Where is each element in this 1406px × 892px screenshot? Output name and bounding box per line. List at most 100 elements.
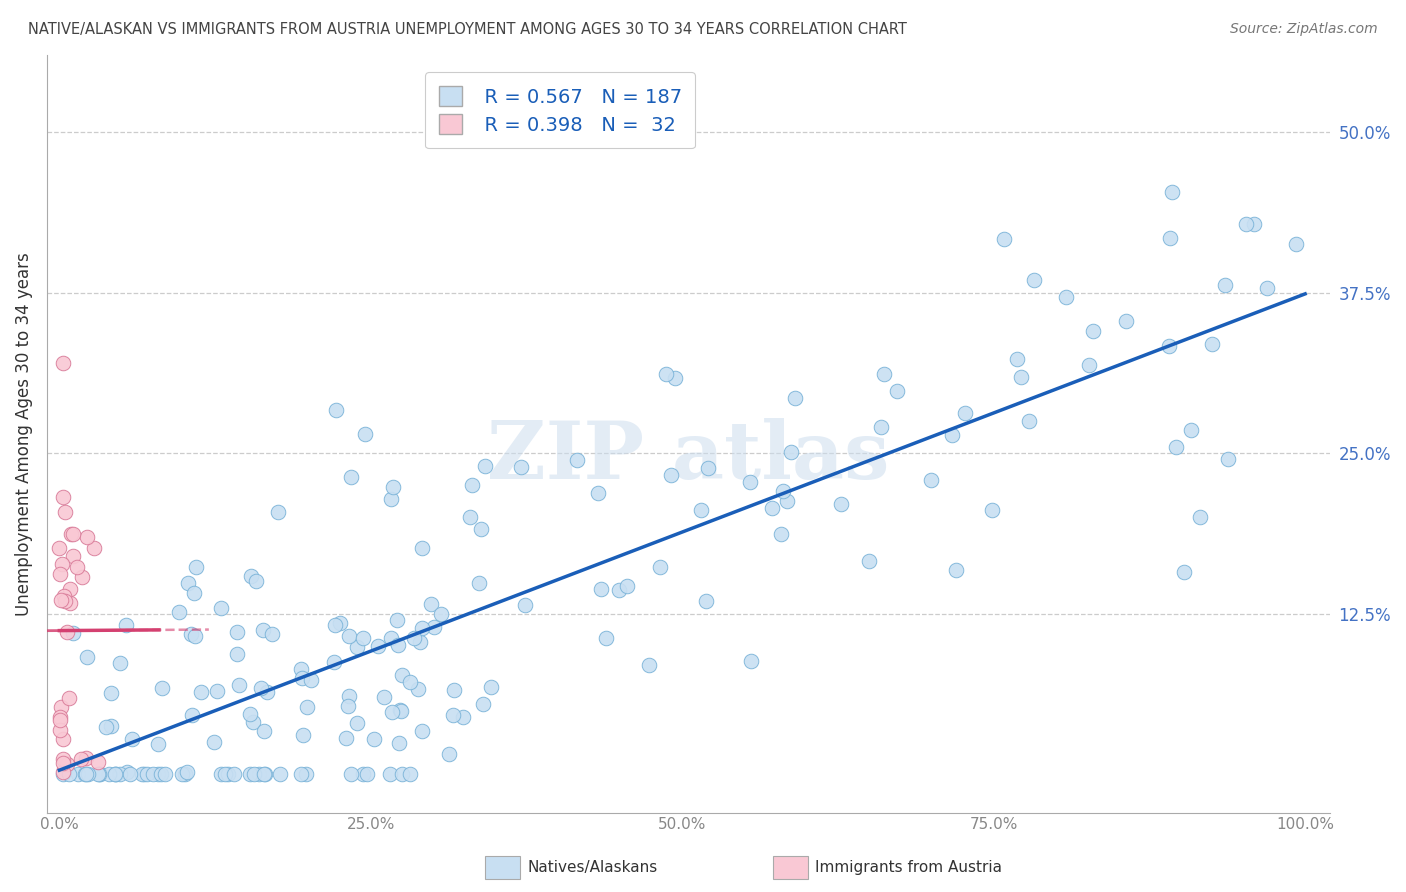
Point — [780, 445, 803, 459]
Point — [249, 681, 271, 695]
Point — [437, 747, 460, 762]
Point — [323, 618, 346, 632]
Point — [363, 731, 385, 746]
Point — [1243, 217, 1265, 231]
Point — [388, 702, 411, 716]
Point — [380, 491, 402, 506]
Text: ZIP atlas: ZIP atlas — [488, 417, 890, 496]
Point — [87, 767, 110, 781]
Point — [66, 559, 89, 574]
Point — [953, 407, 976, 421]
Point — [404, 632, 426, 646]
Point — [100, 686, 122, 700]
Point — [75, 751, 97, 765]
Point — [336, 699, 359, 714]
Point — [337, 689, 360, 703]
Point — [830, 497, 852, 511]
Point — [183, 585, 205, 599]
Point — [391, 767, 413, 781]
Point — [409, 635, 432, 649]
Point — [945, 563, 967, 577]
Point — [422, 620, 444, 634]
Point — [1081, 324, 1104, 338]
Point — [406, 681, 429, 696]
Point — [695, 593, 717, 607]
Point — [761, 501, 783, 516]
Point — [381, 705, 404, 719]
Point — [150, 767, 173, 781]
Point — [461, 477, 484, 491]
Point — [1215, 277, 1237, 292]
Point — [352, 631, 374, 645]
Point — [470, 522, 492, 536]
Point — [607, 583, 630, 598]
Point — [202, 735, 225, 749]
Point — [253, 724, 276, 739]
Point — [346, 640, 368, 655]
Point — [468, 575, 491, 590]
Point — [58, 767, 80, 781]
Text: NATIVE/ALASKAN VS IMMIGRANTS FROM AUSTRIA UNEMPLOYMENT AMONG AGES 30 TO 34 YEARS: NATIVE/ALASKAN VS IMMIGRANTS FROM AUSTRI… — [28, 22, 907, 37]
Point — [52, 765, 75, 780]
Point — [205, 683, 228, 698]
Point — [148, 767, 170, 781]
Point — [70, 570, 93, 584]
Point — [98, 767, 121, 781]
Point — [378, 767, 401, 781]
Point — [769, 526, 792, 541]
Point — [110, 656, 132, 670]
Point — [59, 596, 82, 610]
Point — [131, 767, 153, 781]
Point — [177, 575, 200, 590]
Point — [76, 530, 98, 544]
Point — [62, 549, 84, 563]
Point — [152, 681, 174, 695]
Point — [690, 502, 713, 516]
Point — [586, 486, 609, 500]
Point — [1054, 290, 1077, 304]
Point — [267, 504, 290, 518]
Point — [260, 627, 283, 641]
Point — [920, 473, 942, 487]
Point — [291, 671, 314, 685]
Point — [51, 557, 73, 571]
Point — [785, 391, 807, 405]
Point — [1024, 272, 1046, 286]
Point — [184, 560, 207, 574]
Point — [190, 685, 212, 699]
Point — [443, 683, 465, 698]
Point — [1161, 185, 1184, 199]
Legend:   R = 0.567   N = 187,   R = 0.398   N =  32: R = 0.567 N = 187, R = 0.398 N = 32 — [425, 72, 696, 148]
Point — [616, 579, 638, 593]
Point — [104, 767, 127, 781]
Point — [941, 428, 963, 442]
Point — [329, 616, 352, 631]
Point — [411, 541, 433, 556]
Point — [114, 618, 136, 632]
Point — [441, 708, 464, 723]
Point — [209, 600, 232, 615]
Point — [411, 723, 433, 738]
Text: Immigrants from Austria: Immigrants from Austria — [815, 860, 1002, 874]
Point — [1180, 424, 1202, 438]
Point — [993, 232, 1015, 246]
Text: Natives/Alaskans: Natives/Alaskans — [527, 860, 658, 874]
Point — [253, 767, 276, 781]
Point — [1216, 451, 1239, 466]
Point — [659, 468, 682, 483]
Point — [740, 655, 762, 669]
Point — [62, 625, 84, 640]
Point — [51, 593, 73, 607]
Point — [252, 623, 274, 637]
Point — [638, 658, 661, 673]
Point — [591, 582, 613, 596]
Point — [367, 639, 389, 653]
Point — [697, 461, 720, 475]
Point — [70, 751, 93, 765]
Point — [1173, 565, 1195, 579]
Point — [1189, 510, 1212, 524]
Point — [389, 705, 412, 719]
Point — [1115, 314, 1137, 328]
Point — [217, 767, 239, 781]
Point — [153, 767, 176, 781]
